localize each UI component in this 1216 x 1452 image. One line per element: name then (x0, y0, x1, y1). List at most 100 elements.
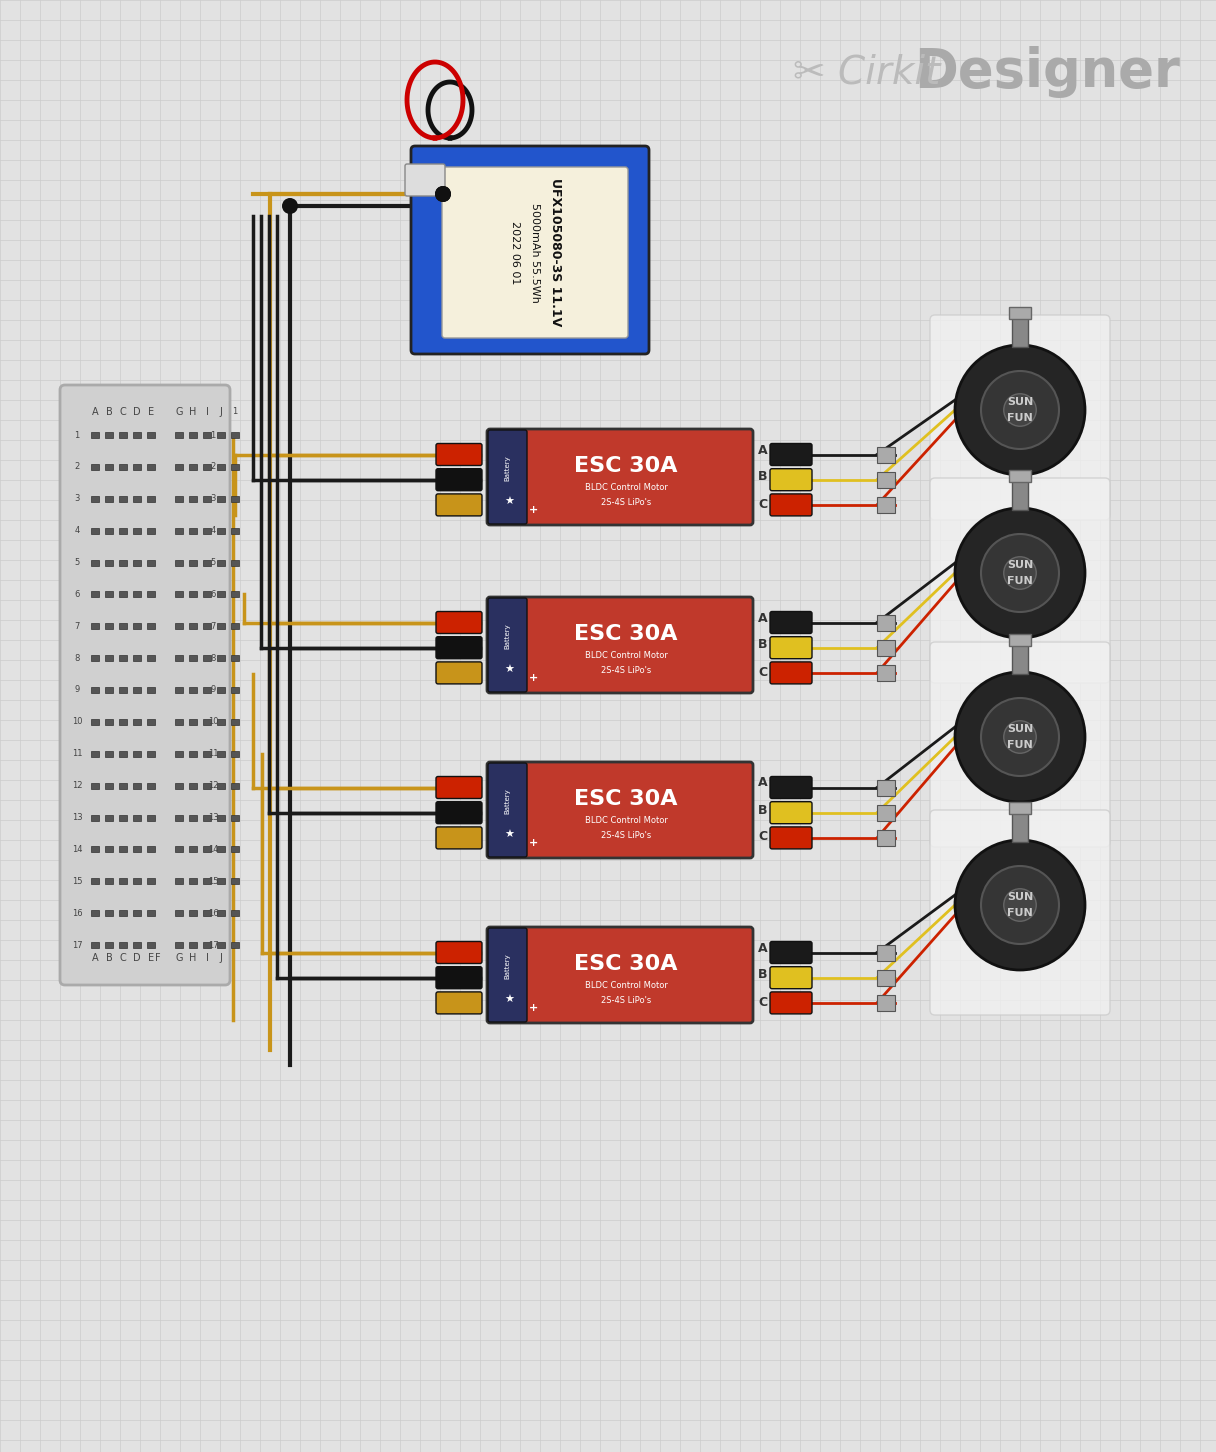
Text: 14: 14 (72, 845, 83, 854)
Text: ★: ★ (505, 995, 514, 1005)
Bar (119, 527, 126, 534)
Bar (105, 463, 113, 470)
Bar (119, 783, 126, 788)
Bar (188, 751, 197, 756)
FancyBboxPatch shape (770, 777, 812, 799)
Bar (105, 687, 113, 693)
Text: 2S-4S LiPo's: 2S-4S LiPo's (601, 665, 652, 675)
Bar (105, 815, 113, 820)
Text: B: B (106, 953, 112, 963)
Text: 8: 8 (74, 653, 80, 662)
Text: 3: 3 (74, 494, 80, 504)
Bar (231, 719, 240, 725)
FancyBboxPatch shape (930, 478, 1110, 682)
Bar (231, 751, 240, 756)
Bar (133, 623, 141, 629)
Text: A: A (759, 941, 767, 954)
Bar (231, 559, 240, 565)
Bar (175, 783, 182, 788)
Text: E: E (148, 407, 154, 417)
Text: SUN: SUN (1007, 892, 1034, 902)
Bar (188, 463, 197, 470)
Circle shape (955, 508, 1085, 637)
Text: 6: 6 (74, 590, 80, 598)
FancyBboxPatch shape (486, 926, 753, 1024)
Bar (216, 942, 225, 948)
Bar (147, 847, 154, 852)
Bar (188, 847, 197, 852)
Text: 2: 2 (210, 462, 215, 472)
Bar (877, 995, 895, 1011)
FancyBboxPatch shape (930, 315, 1110, 520)
Text: 12: 12 (208, 781, 218, 790)
Bar (1009, 470, 1031, 482)
Bar (105, 783, 113, 788)
FancyBboxPatch shape (488, 928, 527, 1022)
Text: ★: ★ (505, 497, 514, 507)
FancyBboxPatch shape (930, 642, 1110, 847)
FancyBboxPatch shape (437, 443, 482, 466)
Bar (133, 527, 141, 534)
FancyBboxPatch shape (488, 598, 527, 693)
Circle shape (981, 698, 1059, 775)
Bar (1009, 306, 1031, 319)
Text: E: E (148, 953, 154, 963)
Text: 2S-4S LiPo's: 2S-4S LiPo's (601, 996, 652, 1005)
Text: 9: 9 (74, 685, 79, 694)
Bar (877, 614, 895, 630)
Bar (216, 751, 225, 756)
Bar (216, 591, 225, 597)
Text: A: A (759, 443, 767, 456)
Circle shape (435, 186, 451, 202)
Bar (1009, 802, 1031, 815)
Text: 12: 12 (72, 781, 83, 790)
Text: ESC 30A: ESC 30A (574, 624, 679, 645)
Bar (105, 719, 113, 725)
Bar (133, 591, 141, 597)
Text: B: B (759, 470, 767, 484)
Bar (877, 497, 895, 513)
Bar (105, 527, 113, 534)
Text: B: B (759, 639, 767, 652)
Text: 9: 9 (210, 685, 215, 694)
Bar (216, 815, 225, 820)
Bar (203, 910, 212, 916)
Text: C: C (759, 665, 767, 678)
Text: C: C (759, 831, 767, 844)
Bar (175, 433, 182, 439)
Bar (231, 910, 240, 916)
Circle shape (981, 372, 1059, 449)
Text: 14: 14 (208, 845, 218, 854)
Bar (188, 910, 197, 916)
Text: B: B (106, 407, 112, 417)
Text: 2S-4S LiPo's: 2S-4S LiPo's (601, 831, 652, 839)
Text: 8: 8 (210, 653, 215, 662)
FancyBboxPatch shape (770, 443, 812, 466)
Bar (203, 559, 212, 565)
Text: 17: 17 (72, 941, 83, 950)
Bar (91, 655, 98, 661)
Bar (231, 942, 240, 948)
Text: 3: 3 (210, 494, 215, 504)
Text: ESC 30A: ESC 30A (574, 954, 679, 974)
Text: FUN: FUN (1007, 741, 1032, 751)
Text: 2022 06 01: 2022 06 01 (510, 221, 520, 285)
Text: FUN: FUN (1007, 908, 1032, 918)
Text: Designer: Designer (914, 46, 1180, 97)
Bar (203, 591, 212, 597)
Bar (231, 527, 240, 534)
Text: 16: 16 (208, 909, 219, 918)
Bar (203, 847, 212, 852)
Text: ESC 30A: ESC 30A (574, 790, 679, 809)
Bar (216, 527, 225, 534)
Bar (105, 591, 113, 597)
Bar (105, 623, 113, 629)
Bar (119, 591, 126, 597)
Bar (231, 783, 240, 788)
Bar (1012, 478, 1028, 510)
FancyBboxPatch shape (437, 941, 482, 964)
Bar (175, 655, 182, 661)
Bar (133, 433, 141, 439)
Bar (216, 495, 225, 502)
Bar (147, 495, 154, 502)
